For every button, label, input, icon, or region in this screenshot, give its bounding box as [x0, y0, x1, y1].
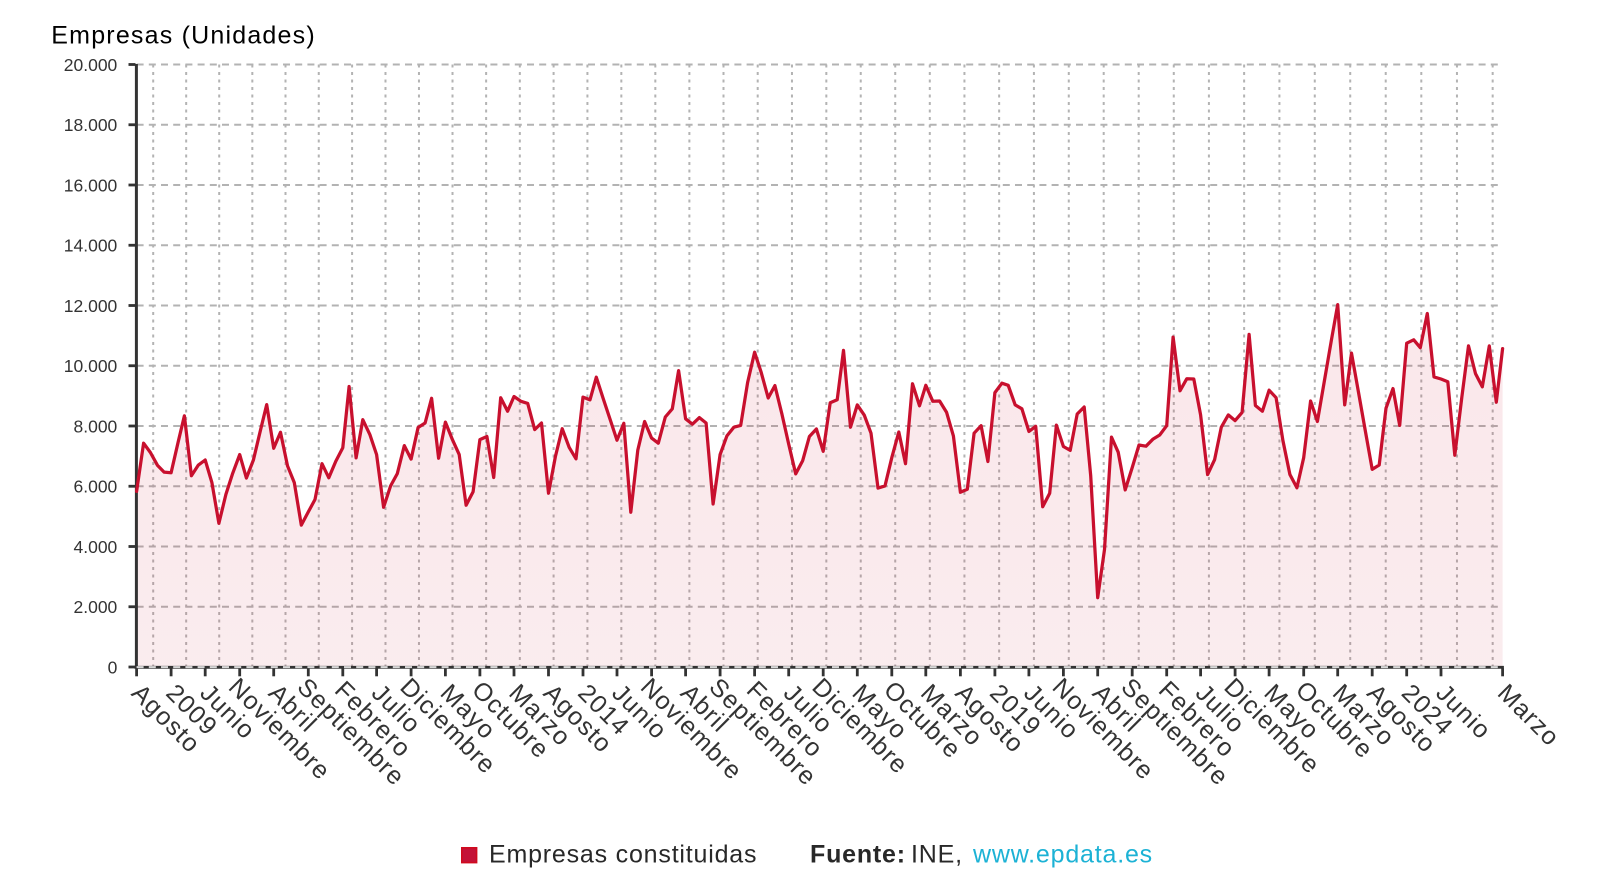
svg-text:Fuente:: Fuente: [810, 841, 906, 869]
svg-text:Empresas constituidas: Empresas constituidas [489, 841, 757, 869]
svg-text:Empresas (Unidades): Empresas (Unidades) [51, 22, 316, 50]
svg-text:12.000: 12.000 [64, 296, 118, 316]
svg-text:INE,: INE, [911, 841, 963, 869]
svg-text:8.000: 8.000 [74, 416, 118, 436]
svg-text:20.000: 20.000 [64, 55, 118, 75]
svg-text:www.epdata.es: www.epdata.es [972, 841, 1153, 869]
svg-text:10.000: 10.000 [64, 356, 118, 376]
svg-text:16.000: 16.000 [64, 175, 118, 195]
svg-text:14.000: 14.000 [64, 236, 118, 256]
svg-text:2.000: 2.000 [74, 597, 118, 617]
svg-text:18.000: 18.000 [64, 115, 118, 135]
svg-text:6.000: 6.000 [74, 477, 118, 497]
svg-text:4.000: 4.000 [74, 537, 118, 557]
svg-text:0: 0 [108, 657, 118, 677]
